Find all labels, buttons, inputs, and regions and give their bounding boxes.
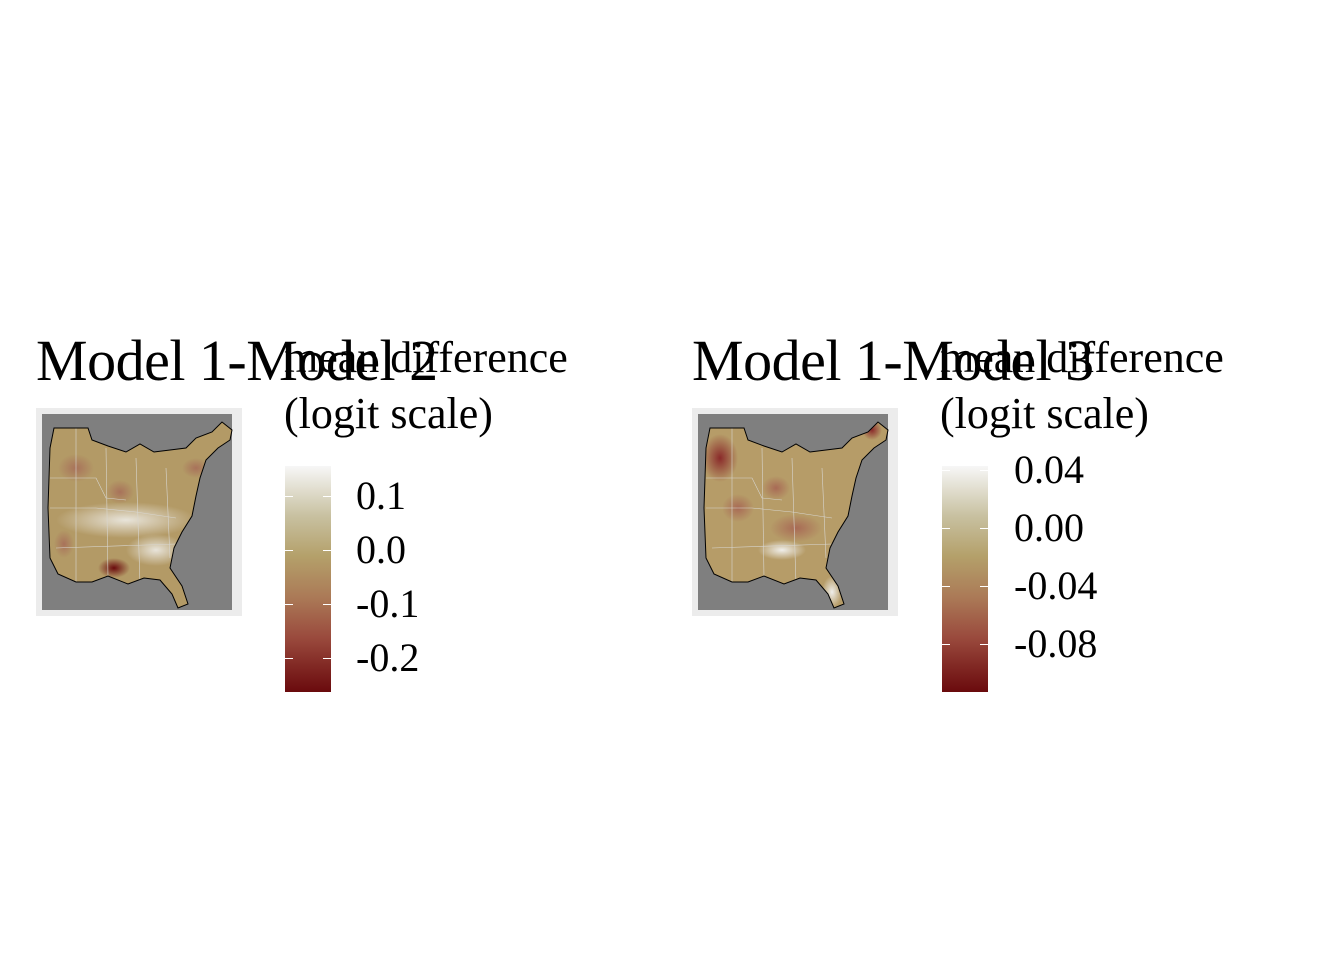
legend-tick-label: 0.04 [1014,447,1084,492]
legend-tick-mark [285,550,293,551]
legend-tick-mark [285,496,293,497]
legend-tick-label: 0.0 [356,527,406,572]
legend-tick-mark [980,528,988,529]
legend-tick-mark [942,528,950,529]
legend-tick-label: 0.1 [356,473,406,518]
plot-title: Model 1-Model 3 [692,328,1094,393]
legend-tick-mark [942,470,950,471]
map-model1-model2 [36,408,242,616]
legend-title-line2: (logit scale) [284,389,493,438]
legend-tick-mark [323,496,331,497]
legend-tick-mark [285,658,293,659]
legend-tick-mark [323,550,331,551]
legend-tick-label: -0.1 [356,581,420,626]
map-model1-model3 [692,408,898,616]
panel-model1-model3: Model 1-Model 3 mean difference (logit s… [656,0,1328,960]
legend-tick-mark [323,604,331,605]
legend-title-line1: mean difference [284,333,568,382]
legend-tick-mark [285,604,293,605]
legend-title-line2: (logit scale) [940,389,1149,438]
legend-colorbar [942,466,988,692]
legend-tick-label: -0.08 [1014,621,1098,666]
legend-tick-mark [980,644,988,645]
legend-title-line1: mean difference [940,333,1224,382]
legend-tick-mark [942,644,950,645]
legend-tick-mark [323,658,331,659]
legend-tick-label: -0.2 [356,635,420,680]
legend-tick-mark [980,470,988,471]
plot-title: Model 1-Model 2 [36,328,438,393]
legend-tick-label: 0.00 [1014,505,1084,550]
legend-tick-label: -0.04 [1014,563,1098,608]
map-svg [698,414,889,610]
panel-model1-model2: Model 1-Model 2 mean difference (logit s… [36,328,568,692]
map-svg [42,414,233,610]
legend-tick-mark [942,586,950,587]
legend-tick-mark [980,586,988,587]
legend-colorbar [285,466,331,692]
